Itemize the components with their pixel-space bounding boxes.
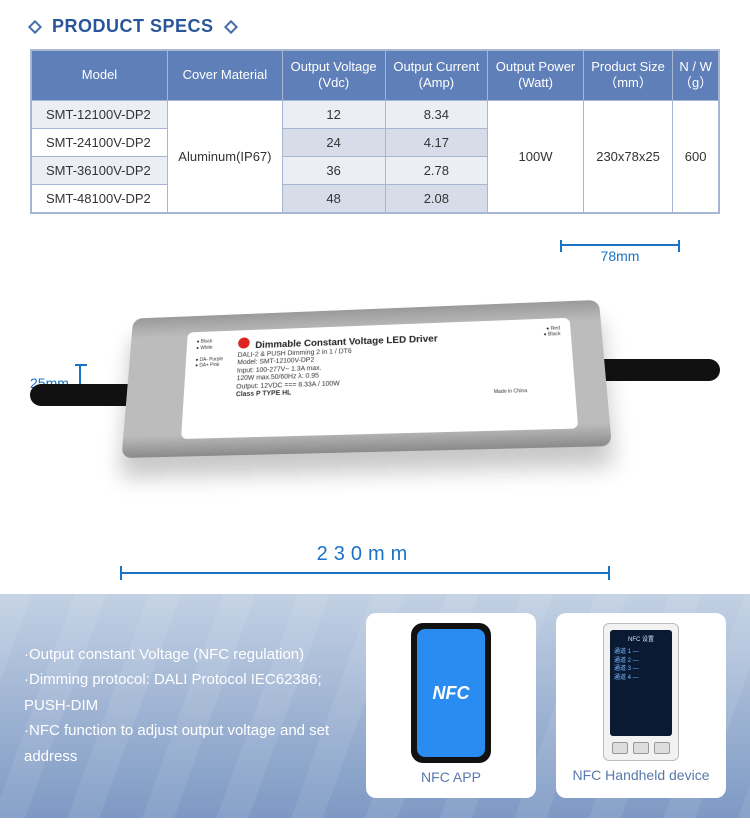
cell-vdc: 12 — [282, 100, 385, 128]
dimension-width: 78mm — [560, 244, 680, 264]
phone-icon: NFC — [411, 623, 491, 763]
device-label-sticker: ● Black ● White ● DA- Purple ● DA+ Pink … — [181, 317, 578, 438]
dimension-length-label: 230mm — [317, 543, 414, 565]
cell-vdc: 48 — [282, 184, 385, 213]
diamond-icon — [28, 19, 42, 33]
cell-amp: 8.34 — [385, 100, 488, 128]
dimension-width-label: 78mm — [601, 248, 640, 264]
feature-line: ·Output constant Voltage (NFC regulation… — [24, 642, 346, 668]
handheld-device-icon: NFC 设置 通道 1 — 通道 2 — 通道 3 — 通道 4 — — [603, 623, 679, 761]
nfc-app-label: NFC APP — [421, 769, 481, 785]
cell-model: SMT-24100V-DP2 — [31, 128, 168, 156]
col-nw: N / W（g） — [673, 50, 719, 100]
nfc-app-card: NFC NFC APP — [366, 613, 536, 798]
cell-model: SMT-48100V-DP2 — [31, 184, 168, 213]
cell-power: 100W — [488, 100, 584, 213]
cell-cover: Aluminum(IP67) — [168, 100, 283, 213]
nfc-device-card: NFC 设置 通道 1 — 通道 2 — 通道 3 — 通道 4 — NFC H… — [556, 613, 726, 798]
section-header: PRODUCT SPECS — [0, 0, 750, 49]
feature-line: ·NFC function to adjust output voltage a… — [24, 718, 346, 769]
cell-amp: 2.08 — [385, 184, 488, 213]
dimension-length: 230mm — [120, 543, 610, 574]
cell-size: 230x78x25 — [583, 100, 672, 213]
col-amp: Output Current(Amp) — [385, 50, 488, 100]
page-title: PRODUCT SPECS — [52, 16, 214, 37]
specs-table-wrap: Model Cover Material Output Voltage(Vdc)… — [0, 49, 750, 214]
feature-line: ·Dimming protocol: DALI Protocol IEC6238… — [24, 667, 346, 718]
col-watt: Output Power(Watt) — [488, 50, 584, 100]
cell-vdc: 24 — [282, 128, 385, 156]
cell-model: SMT-36100V-DP2 — [31, 156, 168, 184]
device-class: Class P TYPE HL — [236, 389, 292, 397]
col-vdc: Output Voltage(Vdc) — [282, 50, 385, 100]
brand-logo-icon — [238, 337, 250, 348]
cell-model: SMT-12100V-DP2 — [31, 100, 168, 128]
cell-vdc: 36 — [282, 156, 385, 184]
cell-amp: 2.78 — [385, 156, 488, 184]
nfc-logo: NFC — [433, 683, 470, 704]
device-body: ● Black ● White ● DA- Purple ● DA+ Pink … — [121, 299, 611, 457]
col-cover: Cover Material — [168, 50, 283, 100]
specs-table: Model Cover Material Output Voltage(Vdc)… — [30, 49, 720, 214]
feature-list: ·Output constant Voltage (NFC regulation… — [24, 642, 346, 770]
product-diagram: 78mm 25mm ● Black ● White ● DA- Purple ●… — [30, 244, 720, 584]
col-model: Model — [31, 50, 168, 100]
diamond-icon — [223, 19, 237, 33]
nfc-device-label: NFC Handheld device — [573, 767, 710, 783]
bottom-banner: ·Output constant Voltage (NFC regulation… — [0, 594, 750, 818]
device-buttons — [610, 742, 672, 754]
cell-nw: 600 — [673, 100, 719, 213]
col-size: Product Size（mm） — [583, 50, 672, 100]
cell-amp: 4.17 — [385, 128, 488, 156]
